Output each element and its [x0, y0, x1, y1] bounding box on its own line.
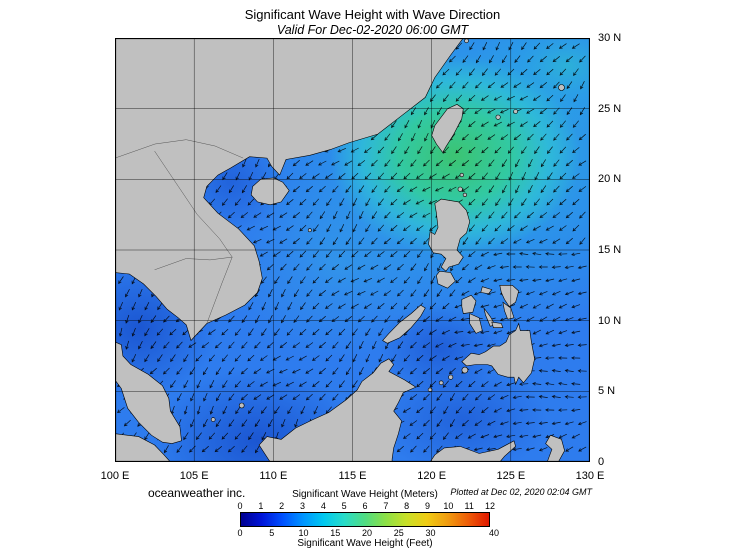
land-mindoro: [436, 270, 456, 289]
island-batanes: [459, 172, 464, 178]
meters-tick: 3: [299, 501, 306, 511]
lon-label: 115 E: [338, 470, 367, 482]
feet-tick: 10: [298, 528, 309, 538]
land-samar: [499, 285, 520, 307]
island-basilan: [461, 366, 469, 374]
meters-tick: 12: [484, 501, 496, 511]
island-babuyan2: [462, 192, 468, 197]
colorbar: [240, 512, 490, 527]
land-borneo: [258, 358, 417, 462]
lon-label: 110 E: [259, 470, 288, 482]
landmasses: [115, 38, 565, 462]
feet-tick: 30: [425, 528, 436, 538]
lat-label: 20 N: [598, 173, 622, 186]
land-sumatra: [115, 433, 171, 462]
country-borders: [115, 139, 244, 324]
land-palawan: [382, 304, 426, 344]
island-sulu3: [448, 374, 454, 380]
meters-tick: 11: [464, 501, 474, 511]
meters-label: Significant Wave Height (Meters): [292, 489, 438, 500]
meters-tick: 10: [443, 501, 454, 511]
feet-tick: 15: [330, 528, 341, 538]
land-negros: [469, 313, 483, 334]
land-bohol: [491, 321, 504, 328]
map-border: [115, 38, 590, 462]
credit-text: oceanweather inc.: [148, 486, 246, 500]
wave-height-map: [115, 38, 590, 462]
plotted-timestamp: Plotted at Dec 02, 2020 02:04 GMT: [450, 487, 592, 497]
meters-tick: 0: [237, 501, 243, 511]
lat-label: 25 N: [598, 102, 622, 115]
meters-tick: 4: [320, 501, 326, 511]
island-ishigaki: [495, 114, 501, 120]
land-malay-peninsula: [115, 341, 182, 444]
land-panay: [461, 294, 477, 314]
lat-label: 0: [598, 456, 605, 468]
feet-tick: 25: [393, 528, 404, 538]
island-paracel: [307, 228, 312, 233]
meters-ticks: 0 1 2 3 4 5 6 7 8 9 10 11 12: [237, 501, 495, 511]
meters-tick: 2: [279, 501, 285, 511]
island-natuna: [238, 402, 245, 409]
meters-tick: 6: [362, 501, 368, 511]
island-babuyan: [457, 186, 463, 192]
land-sulawesi: [429, 440, 516, 462]
lon-label: 100 E: [100, 470, 130, 482]
meters-tick: 8: [404, 501, 410, 511]
feet-tick: 5: [269, 528, 275, 538]
island-miyako: [513, 109, 518, 114]
feet-tick: 40: [488, 528, 500, 538]
meters-tick: 9: [424, 501, 431, 511]
island-zhoushan: [464, 38, 469, 44]
land-halmahera: [545, 434, 565, 462]
island-anambas: [210, 417, 216, 422]
map-area: [115, 38, 590, 462]
land-hainan: [250, 177, 290, 206]
lon-label: 125 E: [496, 470, 526, 482]
meters-tick: 7: [383, 501, 389, 511]
land-masbate: [480, 286, 493, 295]
feet-tick: 0: [237, 528, 243, 538]
meters-tick: 5: [341, 501, 347, 511]
land-mindanao: [461, 322, 535, 386]
lat-label: 5 N: [598, 385, 616, 398]
lon-label: 120 E: [417, 470, 447, 482]
feet-tick: 20: [361, 528, 373, 538]
lon-label: 130 E: [575, 470, 605, 482]
chart-header: Significant Wave Height with Wave Direct…: [0, 7, 745, 37]
feet-label: Significant Wave Height (Feet): [297, 538, 433, 549]
lat-label: 15 N: [598, 244, 622, 256]
island-okinawa: [558, 84, 565, 91]
lat-label: 30 N: [598, 32, 622, 44]
island-sulu2: [438, 380, 444, 386]
land-luzon: [428, 198, 471, 272]
chart-subtitle: Valid For Dec-02-2020 06:00 GMT: [276, 23, 469, 37]
grid-lines: [115, 38, 590, 462]
land-taiwan: [431, 104, 464, 154]
feet-ticks: 0 5 10 15 20 25 30 40: [237, 528, 499, 538]
land-mainland-asia: [115, 38, 464, 342]
chart-title: Significant Wave Height with Wave Direct…: [244, 7, 501, 22]
meters-tick: 1: [258, 501, 264, 511]
island-sulu1: [427, 387, 433, 393]
lon-label: 105 E: [179, 470, 209, 482]
lat-label: 10 N: [598, 314, 622, 327]
